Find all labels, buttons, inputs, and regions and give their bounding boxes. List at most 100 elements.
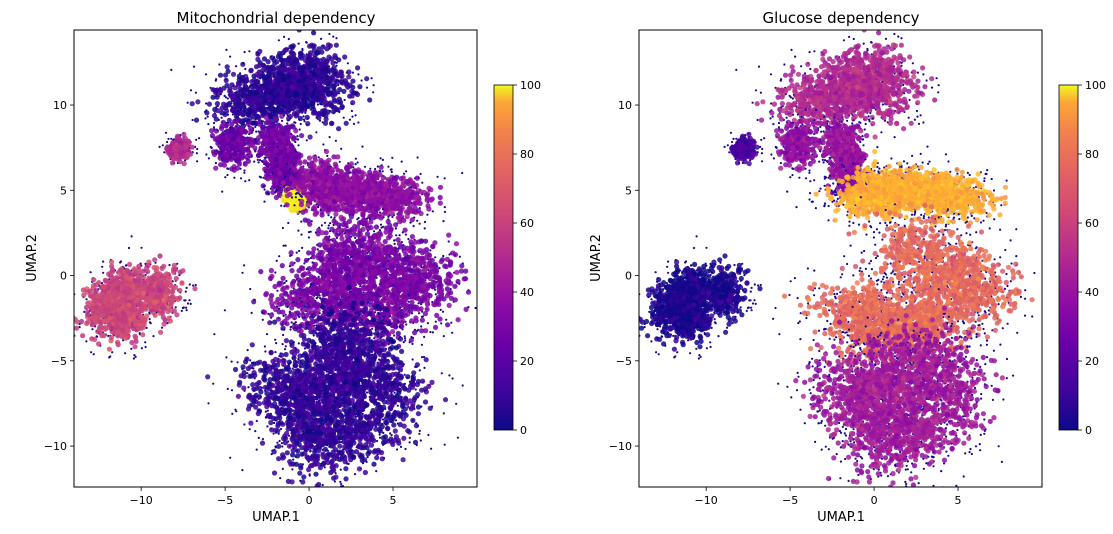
scatter-point [210, 94, 216, 100]
scatter-point [314, 50, 320, 56]
scatter-point [354, 163, 357, 166]
scatter-point [214, 101, 220, 107]
scatter-point [316, 61, 322, 67]
scatter-point [365, 86, 369, 89]
scatter-point [236, 82, 242, 88]
scatter-point [314, 90, 320, 96]
scatter-point [221, 138, 227, 144]
scatter-point [298, 128, 301, 131]
scatter-point [204, 117, 207, 120]
scatter-point [170, 68, 173, 71]
scatter-point [306, 155, 313, 161]
scatter-point [205, 102, 208, 105]
scatter-point [253, 83, 259, 89]
scatter-point [248, 50, 251, 53]
scatter-point [336, 126, 342, 132]
scatter-point [333, 211, 339, 217]
scatter-point [195, 99, 201, 105]
scatter-point [437, 194, 443, 201]
scatter-point [289, 177, 295, 183]
scatter-point [309, 165, 315, 171]
scatter-point [305, 41, 308, 44]
scatter-point [319, 37, 323, 40]
scatter-point [224, 153, 230, 159]
scatter-point [296, 135, 299, 138]
scatter-point [249, 79, 255, 85]
scatter-point [269, 64, 275, 70]
scatter-point [294, 192, 297, 195]
scatter-point [372, 91, 375, 94]
scatter-point [331, 83, 337, 89]
scatter-point [342, 116, 345, 119]
scatter-point [405, 170, 408, 173]
scatter-point [335, 61, 338, 64]
cluster [170, 30, 375, 160]
scatter-point [344, 81, 350, 87]
scatter-point [219, 110, 225, 116]
scatter-point [234, 131, 240, 137]
scatter-point [327, 214, 330, 217]
scatter-point [295, 92, 301, 98]
scatter-point [364, 76, 370, 82]
scatter-point [357, 84, 363, 90]
scatter-point [239, 177, 243, 180]
scatter-point [223, 77, 229, 83]
scatter-point [343, 182, 349, 188]
scatter-point [357, 73, 360, 76]
scatter-point [325, 91, 331, 97]
scatter-point [287, 119, 290, 122]
scatter-point [318, 160, 324, 166]
scatter-point [298, 202, 304, 208]
scatter-point [336, 96, 342, 102]
scatter-point [393, 222, 399, 228]
scatter-point [241, 146, 247, 152]
scatter-point [301, 47, 304, 51]
scatter-point [381, 170, 384, 173]
scatter-point [225, 48, 228, 51]
scatter-point [207, 157, 210, 160]
scatter-point [387, 165, 390, 168]
scatter-point [302, 91, 308, 97]
scatter-point [163, 151, 166, 154]
scatter-point [293, 128, 299, 134]
scatter-point [300, 220, 303, 223]
scatter-point [262, 158, 268, 165]
scatter-point [287, 37, 290, 41]
scatter-point [229, 82, 235, 88]
scatter-point [307, 134, 313, 140]
scatter-point [218, 150, 224, 156]
scatter-point [336, 72, 342, 78]
scatter-point [270, 189, 276, 195]
scatter-point [348, 118, 351, 121]
scatter-points [74, 30, 477, 487]
scatter-point [224, 96, 227, 99]
scatter-point [421, 181, 424, 184]
scatter-point [368, 219, 374, 225]
scatter-point [431, 210, 434, 213]
scatter-point [283, 46, 289, 53]
scatter-point [209, 128, 215, 134]
scatter-point [414, 194, 420, 200]
scatter-point [239, 108, 242, 111]
scatter-point [416, 219, 419, 222]
scatter-point [297, 144, 300, 147]
scatter-point [307, 43, 313, 49]
scatter-point [268, 149, 275, 155]
scatter-point [299, 133, 305, 139]
scatter-point [273, 148, 279, 154]
scatter-point [279, 91, 285, 97]
scatter-point [279, 57, 285, 63]
scatter-point [267, 94, 273, 101]
scatter-point [361, 145, 364, 148]
scatter-point [233, 91, 239, 97]
scatter-point [226, 130, 232, 136]
scatter-point [346, 69, 352, 75]
scatter-point [378, 164, 384, 170]
scatter-point [176, 144, 182, 150]
scatter-point [169, 160, 176, 166]
scatter-point [284, 106, 291, 112]
scatter-point [214, 87, 220, 93]
scatter-point [195, 152, 198, 155]
scatter-point [337, 87, 343, 93]
scatter-point [220, 116, 223, 119]
